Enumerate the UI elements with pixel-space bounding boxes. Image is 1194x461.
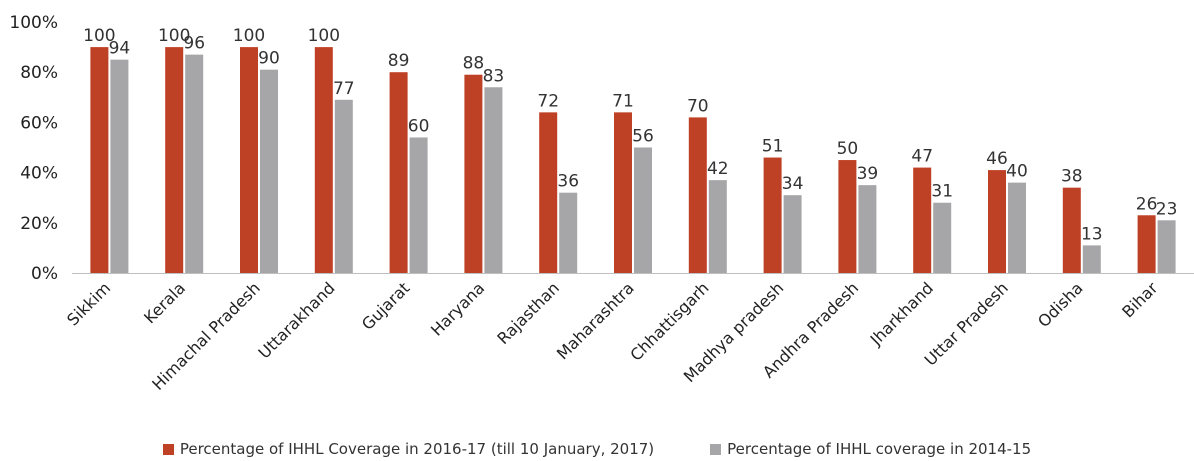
legend-swatch-2014-15 xyxy=(710,443,722,455)
bar-2016-17 xyxy=(464,74,483,274)
data-label-2016-17: 26 xyxy=(1136,194,1158,214)
bar-2014-15 xyxy=(858,185,877,273)
bar-2016-17 xyxy=(240,47,258,273)
data-label-2014-15: 13 xyxy=(1081,224,1103,244)
category-label: Kerala xyxy=(140,278,189,327)
y-axis-tick-labels: 0% 20% 40% 60% 80% 100% xyxy=(9,13,58,284)
data-label-2016-17: 50 xyxy=(837,139,859,159)
y-tick-label: 0% xyxy=(31,264,58,284)
data-label-2014-15: 96 xyxy=(183,34,205,54)
category-label: Rajasthan xyxy=(493,278,563,348)
data-label-2014-15: 77 xyxy=(333,79,355,99)
y-tick-label: 20% xyxy=(20,214,58,234)
category-label: Maharashtra xyxy=(553,278,638,363)
bar-2014-15 xyxy=(1008,182,1026,273)
category-label: Bihar xyxy=(1118,278,1161,321)
data-label-2014-15: 31 xyxy=(931,182,953,202)
bar-2016-17 xyxy=(838,160,857,273)
data-label-2016-17: 100 xyxy=(308,26,340,46)
y-tick-label: 100% xyxy=(9,13,58,33)
data-label-2016-17: 71 xyxy=(612,91,634,111)
bar-2016-17 xyxy=(913,167,932,273)
data-label-2016-17: 47 xyxy=(911,147,933,167)
bar-2016-17 xyxy=(314,47,333,273)
bar-2014-15 xyxy=(708,180,727,273)
category-label: Odisha xyxy=(1034,278,1087,331)
category-label: Gujarat xyxy=(358,278,413,333)
bar-2014-15 xyxy=(559,192,578,273)
bar-2016-17 xyxy=(1062,187,1081,273)
data-label-2016-17: 38 xyxy=(1061,167,1083,187)
bar-2014-15 xyxy=(409,137,428,273)
bar-2014-15 xyxy=(933,202,952,273)
bar-2014-15 xyxy=(334,99,353,273)
bar-2014-15 xyxy=(260,69,278,273)
bar-2016-17 xyxy=(389,72,408,273)
category-label: Haryana xyxy=(427,278,488,339)
bars xyxy=(90,47,1176,274)
legend-item-2016-17: Percentage of IHHL Coverage in 2016-17 (… xyxy=(162,440,655,458)
category-label: Uttarakhand xyxy=(255,278,339,362)
data-label-2014-15: 60 xyxy=(408,116,430,136)
bar-2014-15 xyxy=(1082,245,1101,273)
data-label-2014-15: 34 xyxy=(782,174,804,194)
bar-2014-15 xyxy=(185,54,204,273)
category-label: Jharkhand xyxy=(866,278,937,349)
legend-label-2014-15: Percentage of IHHL coverage in 2014-15 xyxy=(727,440,1032,458)
bar-2016-17 xyxy=(988,170,1006,273)
y-tick-label: 80% xyxy=(20,63,58,83)
data-label-2016-17: 100 xyxy=(158,26,190,46)
data-label-2014-15: 83 xyxy=(483,66,505,86)
data-label-2014-15: 40 xyxy=(1006,162,1028,182)
data-label-2016-17: 89 xyxy=(388,51,410,71)
legend-item-2014-15: Percentage of IHHL coverage in 2014-15 xyxy=(710,440,1031,458)
bar-2016-17 xyxy=(1137,215,1156,273)
y-tick-label: 40% xyxy=(20,164,58,184)
bar-2016-17 xyxy=(763,157,782,273)
bar-2014-15 xyxy=(783,195,802,273)
data-label-2014-15: 42 xyxy=(707,159,729,179)
bar-2014-15 xyxy=(110,59,129,274)
category-label: Sikkim xyxy=(63,278,114,329)
data-label-2016-17: 100 xyxy=(83,26,115,46)
data-label-2014-15: 56 xyxy=(632,127,654,147)
data-label-2014-15: 36 xyxy=(557,172,579,192)
data-label-2016-17: 70 xyxy=(687,96,709,116)
y-tick-label: 60% xyxy=(20,113,58,133)
bar-2014-15 xyxy=(1157,220,1176,273)
data-label-2016-17: 72 xyxy=(537,91,559,111)
legend-swatch-2016-17 xyxy=(162,443,174,455)
legend: Percentage of IHHL Coverage in 2016-17 (… xyxy=(0,438,1194,460)
bar-2014-15 xyxy=(634,147,652,273)
data-label-2016-17: 88 xyxy=(463,54,485,74)
bar-2016-17 xyxy=(539,112,558,273)
data-label-2016-17: 46 xyxy=(986,149,1008,169)
bar-2016-17 xyxy=(165,47,184,273)
data-label-2014-15: 39 xyxy=(857,164,879,184)
bar-2016-17 xyxy=(614,112,632,273)
data-label-2016-17: 51 xyxy=(762,137,784,157)
data-label-2014-15: 23 xyxy=(1156,199,1178,219)
bar-2016-17 xyxy=(90,47,109,273)
data-label-2014-15: 94 xyxy=(109,39,131,59)
bar-2014-15 xyxy=(484,87,503,273)
legend-label-2016-17: Percentage of IHHL Coverage in 2016-17 (… xyxy=(179,440,655,458)
bar-2016-17 xyxy=(688,117,707,273)
data-label-2016-17: 100 xyxy=(233,26,265,46)
data-label-2014-15: 90 xyxy=(258,49,280,69)
